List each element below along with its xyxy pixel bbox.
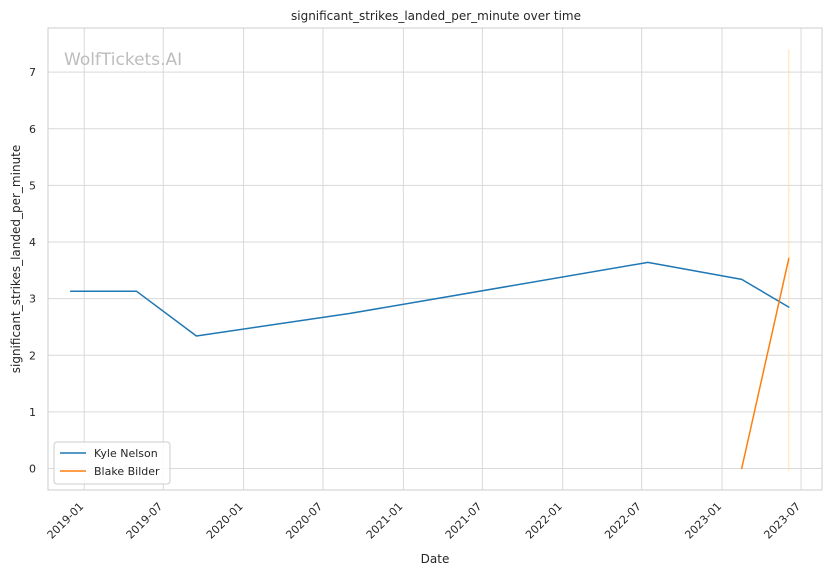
y-tick-label: 6 bbox=[29, 123, 36, 136]
series-layer bbox=[69, 49, 790, 472]
grid-lines bbox=[48, 28, 822, 490]
chart-title: significant_strikes_landed_per_minute ov… bbox=[291, 9, 581, 23]
legend: Kyle Nelson Blake Bilder bbox=[53, 441, 171, 485]
y-tick-label: 4 bbox=[29, 236, 36, 249]
y-tick-label: 2 bbox=[29, 349, 36, 362]
y-tick-label: 7 bbox=[29, 66, 36, 79]
legend-label: Kyle Nelson bbox=[94, 447, 158, 460]
y-tick-label: 5 bbox=[29, 179, 36, 192]
legend-label: Blake Bilder bbox=[94, 465, 160, 478]
y-tick-label: 3 bbox=[29, 293, 36, 306]
x-axis-label: Date bbox=[421, 552, 450, 566]
series-line-blake-bilder bbox=[740, 257, 790, 470]
watermark: WolfTickets.AI bbox=[64, 50, 182, 70]
plot-frame bbox=[47, 27, 823, 491]
y-tick-label: 1 bbox=[29, 406, 36, 419]
y-tick-label: 0 bbox=[29, 462, 36, 475]
y-axis-label: significant_strikes_landed_per_minute bbox=[9, 145, 23, 374]
series-line-kyle-nelson bbox=[69, 261, 790, 337]
